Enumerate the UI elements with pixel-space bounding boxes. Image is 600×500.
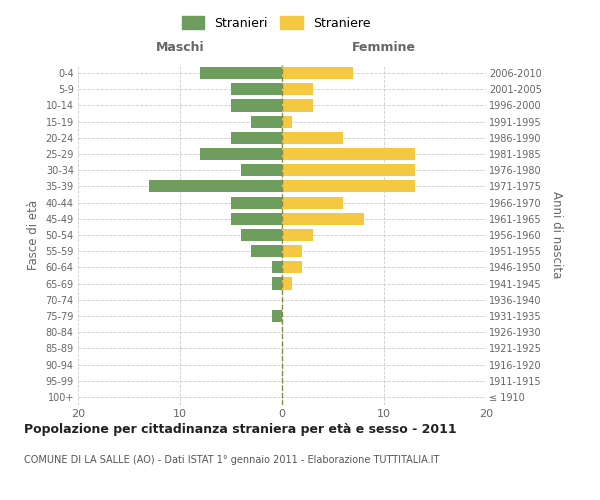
Text: COMUNE DI LA SALLE (AO) - Dati ISTAT 1° gennaio 2011 - Elaborazione TUTTITALIA.I: COMUNE DI LA SALLE (AO) - Dati ISTAT 1° …	[24, 455, 439, 465]
Bar	[282, 67, 353, 79]
Bar	[231, 100, 282, 112]
Bar	[251, 245, 282, 258]
Bar	[282, 229, 313, 241]
Text: Popolazione per cittadinanza straniera per età e sesso - 2011: Popolazione per cittadinanza straniera p…	[24, 422, 457, 436]
Bar	[200, 67, 282, 79]
Bar	[231, 196, 282, 208]
Y-axis label: Fasce di età: Fasce di età	[27, 200, 40, 270]
Bar	[282, 278, 292, 289]
Text: Femmine: Femmine	[352, 40, 416, 54]
Y-axis label: Anni di nascita: Anni di nascita	[550, 192, 563, 278]
Bar	[282, 148, 415, 160]
Bar	[241, 229, 282, 241]
Bar	[241, 164, 282, 176]
Bar	[282, 180, 415, 192]
Bar	[231, 83, 282, 96]
Text: Maschi: Maschi	[155, 40, 205, 54]
Bar	[282, 245, 302, 258]
Bar	[282, 196, 343, 208]
Bar	[272, 310, 282, 322]
Bar	[231, 212, 282, 225]
Bar	[282, 100, 313, 112]
Bar	[272, 278, 282, 289]
Legend: Stranieri, Straniere: Stranieri, Straniere	[177, 11, 375, 35]
Bar	[200, 148, 282, 160]
Bar	[282, 212, 364, 225]
Bar	[231, 132, 282, 144]
Bar	[282, 83, 313, 96]
Bar	[272, 262, 282, 274]
Bar	[149, 180, 282, 192]
Bar	[251, 116, 282, 128]
Bar	[282, 164, 415, 176]
Bar	[282, 262, 302, 274]
Bar	[282, 132, 343, 144]
Bar	[282, 116, 292, 128]
